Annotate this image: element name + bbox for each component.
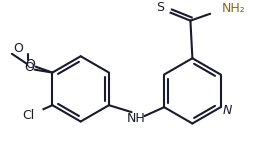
Text: Cl: Cl — [22, 109, 35, 122]
Text: NH: NH — [127, 112, 146, 125]
Text: NH₂: NH₂ — [222, 2, 246, 15]
Text: O: O — [26, 58, 36, 71]
Text: O: O — [13, 42, 23, 55]
Text: N: N — [223, 104, 232, 117]
Text: S: S — [156, 1, 164, 14]
Text: O: O — [25, 61, 35, 74]
